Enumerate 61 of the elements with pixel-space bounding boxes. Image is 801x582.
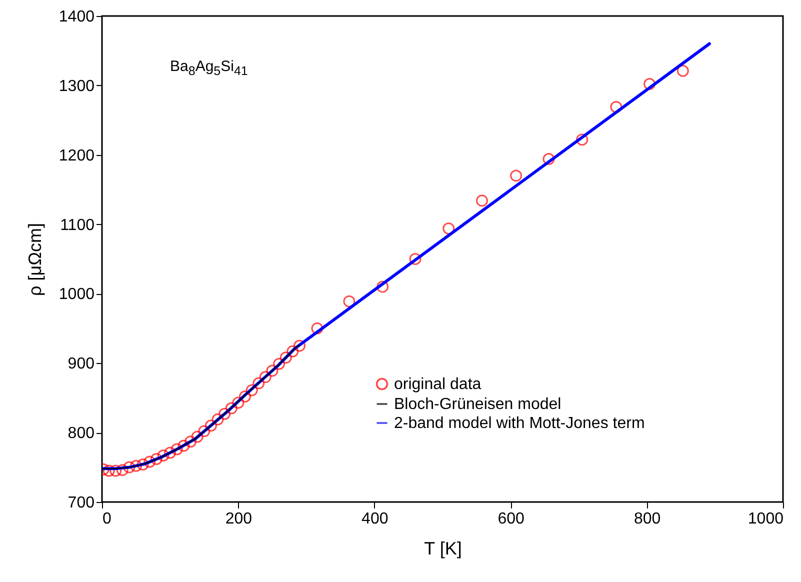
point [476,194,488,207]
point [676,64,689,77]
point [184,436,197,448]
x-tick-label: 1000 [748,510,784,528]
y-axis-title: ρ [μΩcm] [24,222,45,296]
point [246,384,258,396]
point [232,396,244,409]
x-tick-label: 0 [102,510,112,528]
point [542,153,555,166]
point [110,464,122,477]
point [343,295,356,308]
x-tick-label: 400 [362,510,388,528]
legend-label: Bloch-Grüneisen model [394,396,562,413]
point [610,100,622,113]
point [225,402,238,414]
y-tick-label: 800 [68,425,95,442]
point [239,390,252,402]
point [266,364,278,377]
point [150,452,162,465]
point [286,345,299,358]
x-tick-label: 800 [634,510,661,528]
y-tick-label: 1400 [58,8,95,26]
x-tick-label: 200 [225,510,252,528]
point [123,461,136,474]
point [259,371,272,384]
point [164,446,176,459]
point [409,253,422,265]
point [116,464,128,476]
point [280,352,292,364]
point [644,78,656,90]
point [273,358,286,370]
point [178,440,190,452]
point [576,134,588,146]
point [376,280,389,293]
point [144,456,156,468]
point [130,460,142,472]
point [102,464,115,477]
y-tick-label: 900 [68,356,95,373]
point [198,425,210,438]
y-tick-label: 1200 [58,147,95,164]
point [136,458,149,470]
point [293,340,306,352]
legend-label: 2-band model with Mott-Jones term [394,415,645,432]
point [252,377,265,390]
x-axis-title: T [K] [424,538,462,558]
y-tick-label: 1300 [58,78,95,95]
point [311,322,324,334]
annotation: Ba$_{8}$Ag$_{5}$Si$_{41}$ [170,58,248,78]
legend-label: original data [394,376,482,393]
point [204,420,217,432]
point [170,443,183,456]
point [212,413,224,426]
y-tick-label: 1000 [58,286,95,304]
point [157,450,170,462]
y-tick-label: 700 [68,494,95,512]
point [218,408,231,420]
point [510,170,522,182]
y-tick-label: 1100 [60,216,95,234]
point [442,222,455,234]
point [191,430,204,443]
x-tick-label: 600 [498,510,525,528]
